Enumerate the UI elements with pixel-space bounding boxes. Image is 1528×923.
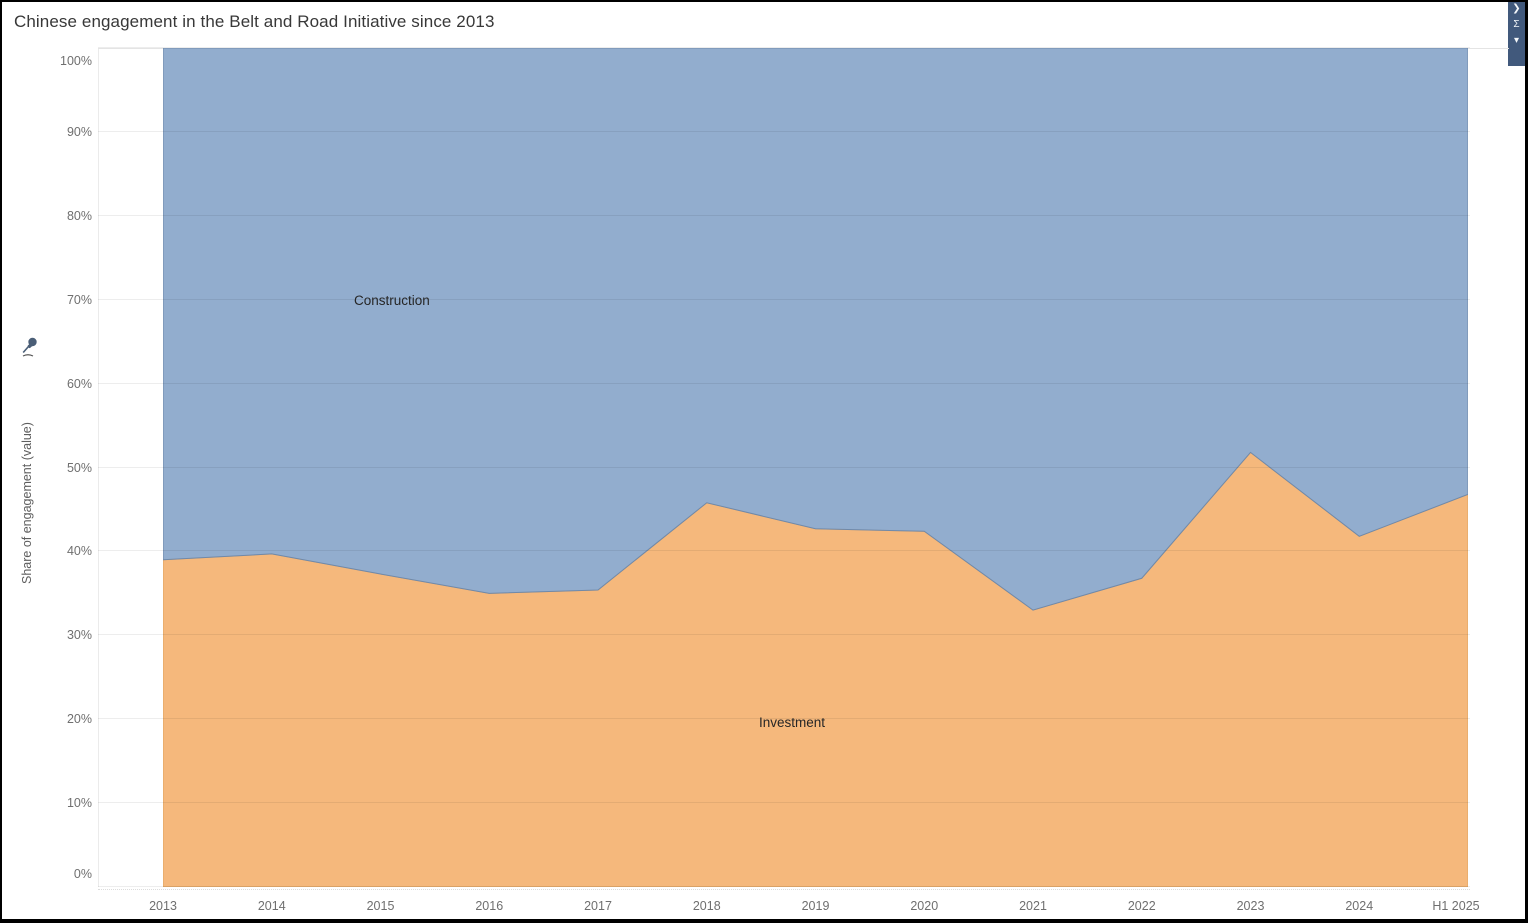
gridline [98, 130, 1470, 132]
caret-down-icon[interactable]: ▾ [1513, 35, 1520, 46]
gridline [98, 802, 1470, 804]
y-tick-label: 100% [60, 54, 92, 68]
y-tick-label: 90% [66, 124, 92, 139]
x-tick-label: 2018 [692, 899, 721, 913]
x-tick-label: 2022 [1127, 899, 1156, 913]
y-tick-label: 30% [66, 628, 92, 643]
y-tick-label: 0% [73, 867, 92, 881]
gridline [98, 550, 1470, 552]
y-tick-label: 40% [66, 544, 92, 559]
y-tick-label: 20% [66, 712, 92, 727]
gridline [98, 886, 1470, 887]
x-tick-label: 2021 [1019, 899, 1047, 913]
x-tick-label: 2013 [149, 899, 177, 913]
investment-area-label: Investment [759, 715, 826, 730]
y-axis-line [98, 48, 99, 887]
y-tick-label: 10% [66, 796, 92, 811]
collapsed-side-panel[interactable]: ❯ Σ ▾ [1508, 2, 1525, 66]
x-axis-ticks [98, 889, 1470, 890]
construction-area[interactable] [163, 48, 1468, 611]
gridline [98, 634, 1470, 636]
y-tick-label: 60% [66, 376, 92, 391]
stacked-area-chart[interactable] [163, 48, 1468, 887]
pin-icon[interactable] [20, 335, 40, 359]
x-tick-label: 2017 [584, 899, 612, 913]
x-tick-label: 2014 [257, 899, 286, 913]
x-tick-label: 2015 [366, 899, 395, 913]
x-tick-label: 2016 [475, 899, 504, 913]
x-tick-label: 2023 [1236, 899, 1265, 913]
gridline [98, 214, 1470, 216]
gridline [98, 47, 1470, 48]
x-tick-label: H1 2025 [1432, 899, 1480, 913]
chart-title: Chinese engagement in the Belt and Road … [14, 12, 495, 31]
y-tick-label: 70% [66, 292, 92, 307]
x-tick-label: 2024 [1345, 899, 1374, 913]
sigma-icon[interactable]: Σ [1513, 19, 1520, 30]
gridline [98, 718, 1470, 720]
gridline [98, 298, 1470, 300]
y-tick-label: 50% [66, 460, 92, 475]
chevron-right-icon[interactable]: ❯ [1512, 3, 1521, 14]
gridline [98, 466, 1470, 468]
construction-area-label: Construction [354, 293, 430, 308]
y-tick-label: 80% [66, 208, 92, 223]
gridline [98, 382, 1470, 384]
x-tick-label: 2020 [910, 899, 939, 913]
x-tick-label: 2019 [801, 899, 830, 913]
